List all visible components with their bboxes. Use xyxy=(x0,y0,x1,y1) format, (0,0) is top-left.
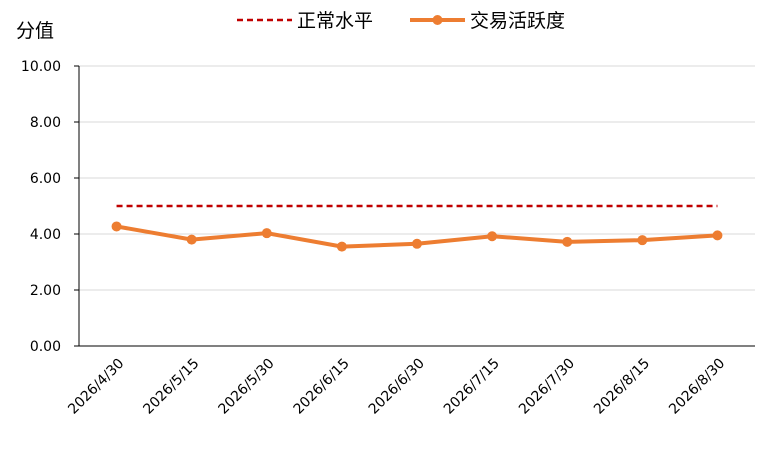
data-point xyxy=(261,228,272,239)
y-tick-label: 8.00 xyxy=(30,115,61,131)
x-tick-label: 2026/5/15 xyxy=(140,356,202,418)
x-tick-label: 2026/8/15 xyxy=(591,356,653,418)
legend-label: 交易活跃度 xyxy=(470,10,565,32)
y-tick-label: 10.00 xyxy=(21,59,61,75)
y-tick-label: 2.00 xyxy=(30,283,61,299)
data-point xyxy=(186,234,197,245)
data-point xyxy=(637,235,648,246)
legend-label: 正常水平 xyxy=(297,10,373,32)
legend-marker xyxy=(432,15,443,25)
data-point xyxy=(111,221,122,232)
x-tick-label: 2026/5/30 xyxy=(216,356,278,418)
y-tick-label: 4.00 xyxy=(30,227,61,243)
x-tick-label: 2026/8/30 xyxy=(666,356,728,418)
x-tick-label: 2026/4/30 xyxy=(65,356,127,418)
data-point xyxy=(487,231,498,242)
y-tick-label: 0.00 xyxy=(30,339,61,355)
x-tick-label: 2026/7/15 xyxy=(441,356,503,418)
data-point xyxy=(562,236,573,247)
y-axis-label: 分值 xyxy=(16,20,54,42)
data-point xyxy=(336,241,347,252)
y-tick-label: 6.00 xyxy=(30,171,61,187)
data-point xyxy=(712,230,723,241)
x-tick-label: 2026/6/30 xyxy=(366,356,428,418)
x-tick-label: 2026/7/30 xyxy=(516,356,578,418)
x-tick-label: 2026/6/15 xyxy=(291,356,353,418)
data-point xyxy=(412,238,422,249)
